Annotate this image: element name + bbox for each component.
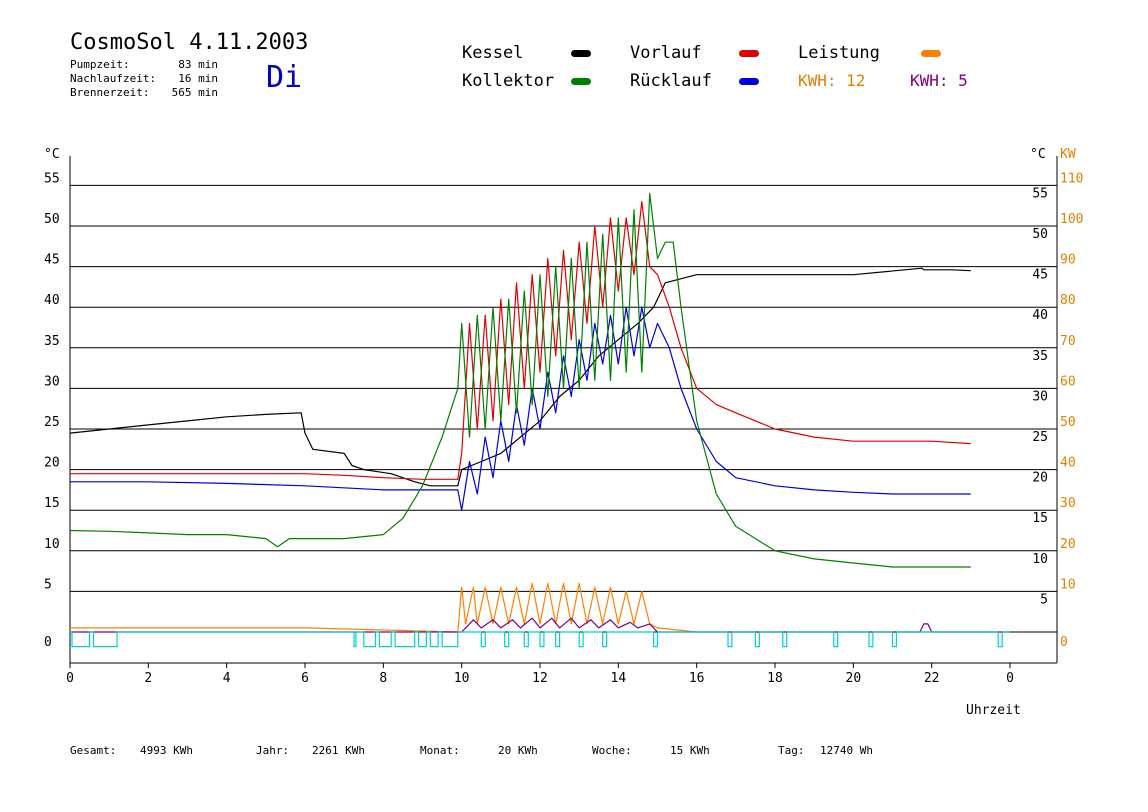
x-tick-label: 0 <box>1006 671 1014 686</box>
footer-jahr-value: 2261 KWh <box>312 744 365 757</box>
y-tick-label-left: 20 <box>44 456 60 471</box>
y-tick-label-kw: 0 <box>1060 635 1068 650</box>
kwh-purple-label: KWH: 5 <box>910 71 968 90</box>
kwh-orange-label: KWH: 12 <box>798 71 866 90</box>
y-axis-unit-left: °C <box>44 147 60 162</box>
legend-swatch-kessel <box>571 50 591 57</box>
x-tick-label: 4 <box>223 671 231 686</box>
footer-monat-label: Monat: <box>420 744 460 757</box>
y-tick-label-kw: 80 <box>1060 293 1076 308</box>
footer-tag-label: Tag: <box>778 744 805 757</box>
legend-label-leistung: Leistung <box>798 43 880 63</box>
x-tick-label: 10 <box>454 671 470 686</box>
y-tick-label-kw: 60 <box>1060 374 1076 389</box>
footer-woche-value: 15 KWh <box>670 744 710 757</box>
legend-label-kessel: Kessel <box>462 43 524 63</box>
y-tick-label-right: 50 <box>1032 227 1048 242</box>
y-tick-label-right: 45 <box>1032 268 1048 283</box>
series-line-kollektor <box>69 192 971 568</box>
x-tick-label: 2 <box>144 671 152 686</box>
y-tick-label-right: 25 <box>1032 430 1048 445</box>
y-tick-label-left: 5 <box>44 577 52 592</box>
stat-brennerzeit-label: Brennerzeit: <box>70 86 150 99</box>
y-tick-label-right: 15 <box>1032 511 1048 526</box>
y-tick-label-left: 50 <box>44 212 60 227</box>
stat-brennerzeit-value: 565 min <box>171 86 218 99</box>
y-tick-label-left: 0 <box>44 635 52 650</box>
x-tick-label: 0 <box>66 671 74 686</box>
y-tick-label-left: 35 <box>44 334 60 349</box>
stat-pumpzeit-value: 83 min <box>178 58 218 71</box>
x-tick-label: 14 <box>611 671 627 686</box>
legend-swatch-kollektor <box>571 78 591 85</box>
y-tick-label-right: 55 <box>1032 186 1048 201</box>
x-tick-label: 8 <box>379 671 387 686</box>
y-tick-label-kw: 10 <box>1060 577 1076 592</box>
y-tick-label-right: 40 <box>1032 308 1048 323</box>
y-tick-label-left: 55 <box>44 171 60 186</box>
weekday-label: Di <box>266 60 303 95</box>
x-tick-label: 6 <box>301 671 309 686</box>
stat-nachlaufzeit-label: Nachlaufzeit: <box>70 72 157 85</box>
y-axis-unit-right: °C <box>1030 147 1046 162</box>
y-tick-label-left: 30 <box>44 374 60 389</box>
y-tick-label-right: 20 <box>1032 471 1048 486</box>
y-tick-label-right: 35 <box>1032 349 1048 364</box>
legend-label-kollektor: Kollektor <box>462 71 555 91</box>
y-tick-label-kw: 30 <box>1060 496 1076 511</box>
legend-label-vorlauf: Vorlauf <box>630 43 702 63</box>
y-tick-label-kw: 50 <box>1060 415 1076 430</box>
x-tick-label: 16 <box>689 671 705 686</box>
x-tick-label: 22 <box>924 671 940 686</box>
legend-swatch-ruecklauf <box>739 78 759 85</box>
footer-gesamt-label: Gesamt: <box>70 744 117 757</box>
y-tick-label-kw: 20 <box>1060 537 1076 552</box>
y-tick-label-right: 30 <box>1032 389 1048 404</box>
footer-woche-label: Woche: <box>592 744 632 757</box>
y-tick-label-left: 40 <box>44 293 60 308</box>
legend-label-ruecklauf: Rücklauf <box>630 71 712 91</box>
series-line-rcklauf <box>70 306 971 511</box>
x-tick-label: 12 <box>532 671 548 686</box>
x-axis-label: Uhrzeit <box>966 703 1021 718</box>
y-tick-label-left: 25 <box>44 415 60 430</box>
y-axis-unit-kw: KW <box>1060 147 1076 162</box>
series-line-pumpe <box>70 631 1010 648</box>
footer-gesamt-value: 4993 KWh <box>140 744 193 757</box>
y-tick-label-left: 45 <box>44 253 60 268</box>
series-line-kwh <box>70 617 1010 633</box>
y-tick-label-left: 15 <box>44 496 60 511</box>
stat-nachlaufzeit-value: 16 min <box>178 72 218 85</box>
y-tick-label-kw: 90 <box>1060 253 1076 268</box>
y-tick-label-right: 5 <box>1040 592 1048 607</box>
y-tick-label-left: 10 <box>44 537 60 552</box>
legend-swatch-vorlauf <box>739 50 759 57</box>
series-line-vorlauf <box>70 201 971 480</box>
legend-swatch-leistung <box>921 50 941 57</box>
series-line-leistung <box>70 582 1010 633</box>
x-tick-label: 20 <box>846 671 862 686</box>
footer-tag-value: 12740 Wh <box>820 744 873 757</box>
y-tick-label-kw: 110 <box>1060 171 1083 186</box>
y-tick-label-kw: 70 <box>1060 334 1076 349</box>
footer-jahr-label: Jahr: <box>256 744 290 757</box>
series-line-kessel <box>69 267 971 487</box>
y-tick-label-kw: 100 <box>1060 212 1083 227</box>
y-tick-label-kw: 40 <box>1060 456 1076 471</box>
y-tick-label-right: 10 <box>1032 552 1048 567</box>
footer-monat-value: 20 KWh <box>498 744 538 757</box>
chart-title: CosmoSol 4.11.2003 <box>70 30 309 55</box>
x-tick-label: 18 <box>767 671 783 686</box>
stat-pumpzeit-label: Pumpzeit: <box>70 58 130 71</box>
